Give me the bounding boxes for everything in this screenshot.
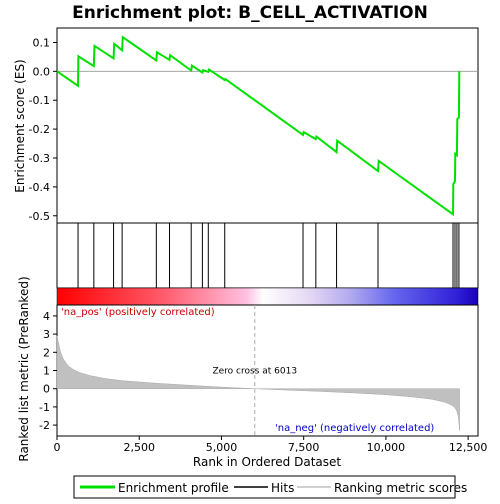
x-tick-label: 5,000: [206, 441, 238, 454]
enrichment-profile-line: [56, 35, 461, 217]
es-y-axis: 0.1 0.0 -0.1 -0.2 -0.3 -0.4 -0.5: [29, 36, 57, 223]
es-y-tick-label: -0.4: [29, 181, 50, 194]
hits-panel-frame: [56, 222, 479, 289]
legend: Enrichment profile Hits Ranking metric s…: [73, 475, 467, 499]
hit-markers: [77, 223, 460, 288]
ranking-metric-area: [56, 335, 460, 431]
rank-y-tick-label: 4: [43, 310, 50, 323]
legend-label-hits: Hits: [271, 481, 294, 495]
x-axis-label: Rank in Ordered Dataset: [193, 455, 341, 469]
x-axis: 0 2,500 5,000 7,500 10,000 12,500: [54, 436, 488, 454]
es-y-tick-label: 0.0: [33, 65, 51, 78]
rank-y-axis: 4 3 2 1 0 -1 -2: [39, 310, 57, 432]
x-tick-label: 12,500: [449, 441, 488, 454]
es-y-tick-label: -0.5: [29, 210, 50, 223]
es-panel: 0.1 0.0 -0.1 -0.2 -0.3 -0.4 -0.5 Enrichment sc…: [13, 27, 479, 224]
es-y-tick-label: -0.1: [29, 94, 50, 107]
rank-y-tick-label: -1: [39, 401, 50, 414]
x-tick-label: 10,000: [367, 441, 406, 454]
pos-correlated-label: 'na_pos' (positively correlated): [61, 307, 215, 318]
rank-y-tick-label: -2: [39, 419, 50, 432]
x-tick-label: 0: [54, 441, 61, 454]
rank-color-band: [56, 287, 479, 306]
chart-title: Enrichment plot: B_CELL_ACTIVATION: [72, 3, 428, 23]
hits-panel: [56, 222, 479, 289]
es-y-tick-label: 0.1: [33, 36, 51, 49]
es-y-axis-label: Enrichment score (ES): [13, 59, 27, 192]
zero-cross-label: Zero cross at 6013: [212, 367, 297, 377]
es-y-tick-label: -0.2: [29, 123, 50, 136]
rank-y-tick-label: 0: [43, 383, 50, 396]
legend-label-ranking: Ranking metric scores: [334, 481, 467, 495]
rank-metric-panel: 4 3 2 1 0 -1 -2 Zero cross at 6013 'na_pos' (p…: [17, 276, 479, 462]
x-tick-label: 7,500: [288, 441, 320, 454]
x-tick-label: 2,500: [123, 441, 155, 454]
rank-y-tick-label: 1: [43, 365, 50, 378]
es-panel-frame: [56, 27, 479, 224]
legend-label-enrichment: Enrichment profile: [118, 481, 229, 495]
rank-y-tick-label: 2: [43, 346, 50, 359]
neg-correlated-label: 'na_neg' (negatively correlated): [275, 423, 434, 434]
rank-y-tick-label: 3: [43, 328, 50, 341]
rank-y-axis-label: Ranked list metric (PreRanked): [17, 276, 31, 461]
es-y-tick-label: -0.3: [29, 152, 50, 165]
